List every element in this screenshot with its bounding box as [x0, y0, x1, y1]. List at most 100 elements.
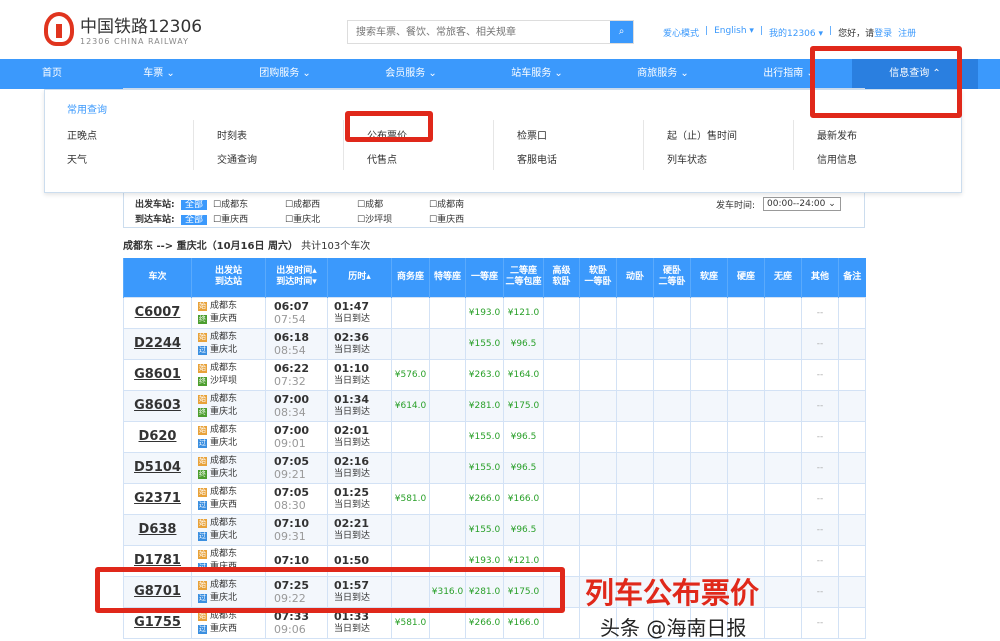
seat-cell — [690, 513, 728, 546]
dropdown-item[interactable]: 公布票价 — [367, 131, 407, 142]
depart-station-checkbox[interactable]: ☐成都 — [357, 200, 384, 210]
dropdown-item[interactable]: 信用信息 — [817, 155, 857, 166]
train-number[interactable]: D5104 — [123, 451, 192, 484]
dropdown-item[interactable]: 客服电话 — [517, 155, 557, 166]
start-station-icon: 始 — [198, 301, 207, 311]
search-input[interactable] — [348, 21, 610, 43]
seat-cell — [579, 513, 617, 546]
start-station-icon: 始 — [198, 580, 207, 590]
second-class-price: ¥96.5 — [503, 513, 544, 546]
first-class-price: ¥155.0 — [465, 513, 504, 546]
route-summary: 成都东 --> 重庆北（10月16日 周六） 共计103个车次 — [123, 237, 370, 252]
nav-item[interactable]: 首页 — [42, 68, 62, 79]
column-header: 车次 — [123, 258, 192, 297]
arrive-time: 09:22 — [274, 591, 306, 605]
search-icon[interactable]: ⌕ — [610, 21, 633, 43]
arrival-day: 当日到达 — [334, 468, 371, 479]
care-mode-link[interactable]: 爱心模式 — [663, 29, 700, 39]
seat-cell — [727, 451, 765, 484]
train-number[interactable]: G8603 — [123, 389, 192, 422]
duration-value: 02:36 — [334, 330, 370, 344]
start-station-icon: 始 — [198, 363, 207, 373]
dropdown-item[interactable]: 天气 — [67, 155, 87, 166]
depart-station: 成都东 — [210, 455, 238, 466]
dropdown-column: 时刻表 交通查询 — [217, 125, 257, 173]
station-name: 成都西 — [293, 200, 321, 210]
seat-cell — [543, 358, 580, 391]
dropdown-item[interactable]: 代售点 — [367, 155, 397, 166]
seat-cell — [690, 482, 728, 515]
terminal-station-icon: 终 — [198, 314, 207, 324]
register-link[interactable]: 注册 — [898, 29, 917, 39]
first-class-price: ¥281.0 — [465, 389, 504, 422]
arrive-station-checkbox[interactable]: ☐重庆西 — [213, 215, 249, 225]
arrive-station-checkbox[interactable]: ☐重庆北 — [285, 215, 321, 225]
depart-label: 出发车站: — [135, 200, 175, 210]
business-class-price: ¥581.0 — [391, 482, 430, 515]
table-row: D5104 始成都东终重庆北 07:05 09:21 02:16 当日到达 ¥155.0 ¥9… — [123, 451, 866, 484]
train-number[interactable]: C6007 — [123, 296, 192, 329]
train-number[interactable]: G8601 — [123, 358, 192, 391]
login-link[interactable]: 登录 — [874, 29, 893, 39]
railway-logo-icon — [44, 12, 74, 46]
depart-station-checkbox[interactable]: ☐成都东 — [213, 200, 249, 210]
train-number[interactable]: D2244 — [123, 327, 192, 360]
depart-all[interactable]: 全部 — [181, 200, 208, 210]
seat-cell — [764, 327, 802, 360]
my12306-link[interactable]: 我的12306 ▾ — [769, 29, 824, 39]
column-header[interactable]: 出发时间▴ 到达时间▾ — [265, 258, 328, 297]
nav-item[interactable]: 出行指南 ⌄ — [763, 68, 815, 79]
seat-cell — [764, 389, 802, 422]
times: 06:07 07:54 — [265, 296, 328, 329]
time-select[interactable]: 00:00--24:00 ⌄ — [763, 197, 841, 211]
dropdown-item[interactable]: 起（止）售时间 — [667, 131, 737, 142]
remark-cell — [838, 575, 866, 608]
search-bar: ⌕ — [347, 20, 634, 44]
nav-item[interactable]: 站车服务 ⌄ — [511, 68, 563, 79]
table-row: D2244 始成都东过重庆北 06:18 08:54 02:36 当日到达 ¥155.0 ¥9… — [123, 327, 866, 360]
table-row: G8701 始成都东过重庆北 07:25 09:22 01:57 当日到达 ¥316.0 ¥2… — [123, 575, 866, 608]
seat-cell — [616, 513, 654, 546]
train-number[interactable]: D638 — [123, 513, 192, 546]
depart-station-checkbox[interactable]: ☐成都西 — [285, 200, 321, 210]
seat-cell — [764, 482, 802, 515]
nav-item[interactable]: 商旅服务 ⌄ — [637, 68, 689, 79]
business-class-price: ¥614.0 — [391, 389, 430, 422]
seat-cell — [579, 451, 617, 484]
other-cell: -- — [801, 327, 839, 360]
column-header: 出发站 到达站 — [191, 258, 266, 297]
arrive-time: 07:54 — [274, 312, 306, 326]
train-number[interactable]: D620 — [123, 420, 192, 453]
dropdown-column: 起（止）售时间 列车状态 — [667, 125, 737, 173]
logo[interactable]: 中国铁路12306 12306 CHINA RAILWAY — [44, 12, 202, 46]
first-class-price: ¥155.0 — [465, 451, 504, 484]
seat-cell — [579, 482, 617, 515]
dropdown-item[interactable]: 正晚点 — [67, 131, 97, 142]
arrive-all[interactable]: 全部 — [181, 215, 208, 225]
nav-item[interactable]: 团购服务 ⌄ — [259, 68, 311, 79]
dropdown-item[interactable]: 时刻表 — [217, 131, 247, 142]
column-header[interactable]: 历时▴ — [327, 258, 392, 297]
dropdown-item[interactable]: 最新发布 — [817, 131, 857, 142]
dropdown-item[interactable]: 检票口 — [517, 131, 547, 142]
seat-cell — [727, 358, 765, 391]
arrive-station-checkbox[interactable]: ☐沙坪坝 — [357, 215, 393, 225]
dropdown-item[interactable]: 交通查询 — [217, 155, 257, 166]
table-row: G8603 始成都东终重庆北 07:00 08:34 01:34 当日到达 ¥614.0 ¥2… — [123, 389, 866, 422]
duration: 02:01 当日到达 — [327, 420, 392, 453]
language-link[interactable]: English ▾ — [714, 26, 754, 36]
nav-item[interactable]: 会员服务 ⌄ — [385, 68, 437, 79]
depart-station-checkbox[interactable]: ☐成都南 — [429, 200, 465, 210]
dropdown-item[interactable]: 列车状态 — [667, 155, 707, 166]
nav-item[interactable]: 车票 ⌄ — [143, 68, 175, 79]
train-number[interactable]: G2371 — [123, 482, 192, 515]
arrive-station-checkbox[interactable]: ☐重庆西 — [429, 215, 465, 225]
column-header: 二等座 二等包座 — [503, 258, 544, 297]
seat-cell — [764, 606, 802, 639]
logo-title: 中国铁路12306 — [80, 17, 203, 37]
depart-station: 成都东 — [210, 331, 238, 342]
arrival-day: 当日到达 — [334, 406, 371, 417]
times: 07:05 08:30 — [265, 482, 328, 515]
stations: 始成都东过重庆北 — [191, 513, 266, 546]
duration: 02:36 当日到达 — [327, 327, 392, 360]
